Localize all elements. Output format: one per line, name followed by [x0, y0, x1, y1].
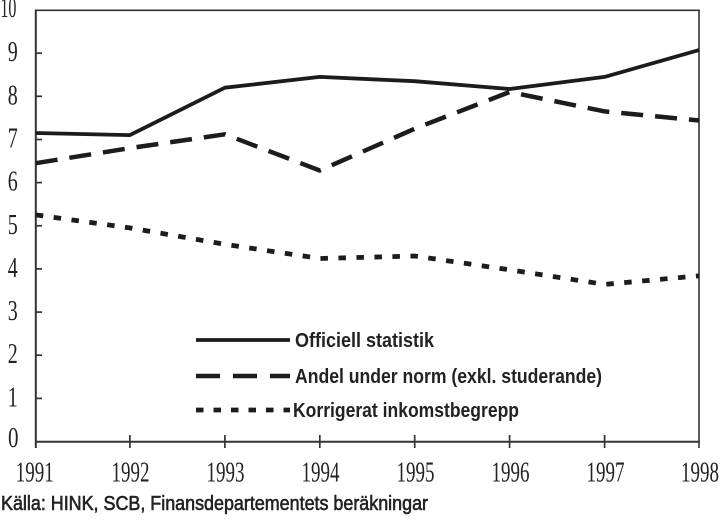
svg-text:1991: 1991: [16, 458, 54, 489]
svg-text:6: 6: [8, 167, 18, 198]
svg-text:1998: 1998: [681, 458, 719, 489]
svg-text:1997: 1997: [587, 458, 625, 489]
svg-text:Källa: HINK, SCB, Finansdepart: Källa: HINK, SCB, Finansdepartementets b…: [1, 493, 428, 515]
svg-text:Andel under norm (exkl. studer: Andel under norm (exkl. studerande): [295, 366, 602, 388]
svg-text:1994: 1994: [302, 458, 340, 489]
svg-text:4: 4: [8, 253, 18, 284]
svg-text:1995: 1995: [397, 458, 435, 489]
svg-text:1992: 1992: [112, 458, 150, 489]
svg-text:Korrigerat inkomstbegrepp: Korrigerat inkomstbegrepp: [293, 400, 519, 422]
svg-text:1996: 1996: [492, 458, 530, 489]
svg-text:Officiell statistik: Officiell statistik: [295, 330, 435, 352]
svg-text:0: 0: [8, 423, 19, 454]
svg-text:2: 2: [8, 339, 18, 370]
svg-text:1: 1: [8, 382, 18, 413]
svg-text:8: 8: [8, 80, 18, 111]
svg-text:7: 7: [8, 124, 18, 155]
svg-text:3: 3: [8, 296, 18, 327]
svg-text:10: 10: [0, 0, 16, 24]
svg-text:9: 9: [8, 37, 18, 68]
svg-text:5: 5: [8, 210, 18, 241]
svg-text:1993: 1993: [207, 458, 245, 489]
